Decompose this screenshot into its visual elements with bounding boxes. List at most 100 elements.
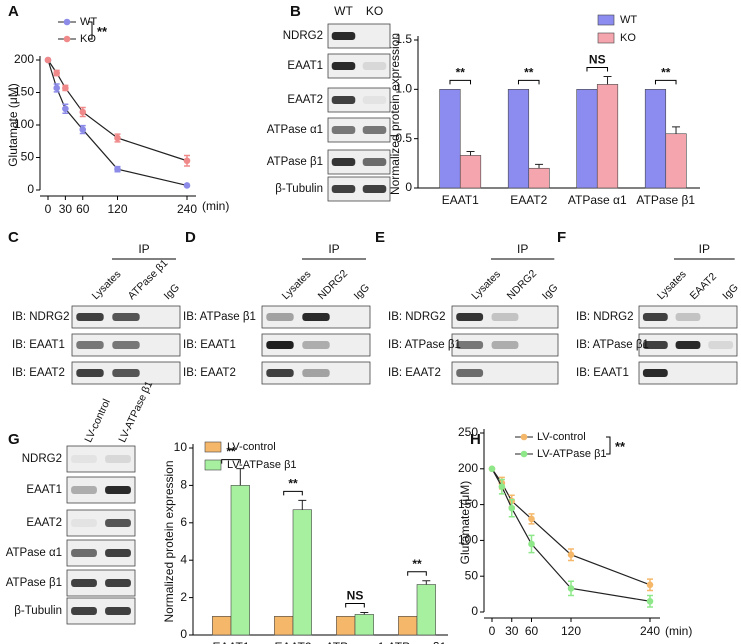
blot-band [642,341,668,349]
blot-band [105,579,131,587]
row-label: EAAT2 [287,94,323,106]
row-label: IB: NDRG2 [388,311,446,323]
y-tick-label: 250 [458,425,478,439]
significance-label: ** [524,66,534,80]
row-label: IB: EAAT2 [183,367,236,379]
data-point [53,69,60,77]
significance-label: NS [589,53,606,67]
data-point [44,56,52,64]
data-point [183,157,191,165]
blot-band [491,341,519,349]
blot-band [331,32,356,40]
significance-bracket [407,571,427,576]
row-label: IB: EAAT1 [183,339,236,351]
y-tick-label: 4 [180,552,187,566]
data-point [528,540,535,548]
row-label: EAAT1 [26,484,62,496]
blot-band [331,158,356,166]
significance-bracket [606,436,611,455]
legend-swatch [597,14,615,26]
row-label: IB: NDRG2 [12,311,70,323]
blot-band [112,313,140,321]
x-tick-label: 30 [505,624,519,638]
significance-bracket [654,79,677,85]
x-tick-label: EAAT2 [510,193,547,207]
blot-band [362,126,387,134]
bar [292,509,312,636]
blot-band [71,549,97,557]
x-tick-label: ATPase α1 [568,193,627,207]
bar [576,89,598,189]
row-label: β-Tubulin [275,183,323,195]
lane-label: LV-control [82,397,113,444]
ip-label: IP [138,242,149,256]
bar [528,167,550,189]
data-point [62,105,69,113]
series-line [491,468,651,602]
significance-bracket [517,79,540,85]
ip-label: IP [328,242,339,256]
y-tick-label: 200 [14,52,34,66]
blot-band [266,341,294,349]
x-tick-label: 240 [640,624,660,638]
panel-letter: G [8,431,20,448]
data-point [183,182,191,189]
blot-band [362,158,387,166]
x-tick-label: ATPase α1 [326,640,385,644]
bar [230,485,250,636]
bar [507,89,530,189]
legend-label: LV-control [537,431,586,443]
y-axis-label: Normalized protein expression [162,460,176,622]
y-tick-label: 8 [180,478,187,492]
row-label: ATPase α1 [267,124,323,136]
y-tick-label: 200 [458,461,478,475]
error-bar [603,76,612,85]
x-tick-label: 30 [59,202,73,216]
bar [644,89,667,189]
lane-label: KO [366,4,383,18]
blot-strip [638,361,738,385]
x-tick-label: EAAT1 [442,193,479,207]
lane-label: IgG [162,282,182,302]
legend-swatch [204,459,222,471]
y-tick-label: 0 [405,180,412,194]
y-tick-label: 1.0 [395,82,412,96]
row-label: ATPase β1 [6,577,62,589]
blot-strip [451,305,559,329]
significance-bracket [221,459,241,464]
panel-letter: B [290,3,301,20]
blot-band [266,369,294,377]
significance-label: ** [615,439,626,454]
significance-bracket [88,21,93,40]
blot-strip [261,361,371,385]
row-label: IB: ATPase β1 [183,311,256,323]
legend-marker [520,433,528,441]
y-tick-label: 6 [180,515,187,529]
panel-letter: A [8,3,19,20]
blot-band [105,607,131,615]
y-tick-label: 100 [14,117,34,131]
y-tick-label: 2 [180,590,187,604]
blot-band [675,313,701,321]
error-bar [466,150,475,156]
series-line [47,59,188,162]
blot-band [331,96,356,104]
significance-bracket [586,67,609,72]
error-bar [298,499,307,510]
x-tick-label: ATPase β1 [636,193,695,207]
series-line [47,59,188,187]
lane-label: Lysates [655,268,689,302]
row-label: EAAT2 [26,517,62,529]
y-axis-label: Glutamate (μM) [6,83,20,167]
y-tick-label: 50 [21,150,35,164]
blot-band [71,455,97,463]
data-point [62,84,69,92]
error-bar [535,163,544,169]
blot-band [71,579,97,587]
row-label: EAAT1 [287,60,323,72]
error-bar [236,468,245,486]
bar [354,614,374,636]
x-tick-label: 120 [561,624,581,638]
significance-label: NS [347,589,364,603]
bar [398,615,418,636]
